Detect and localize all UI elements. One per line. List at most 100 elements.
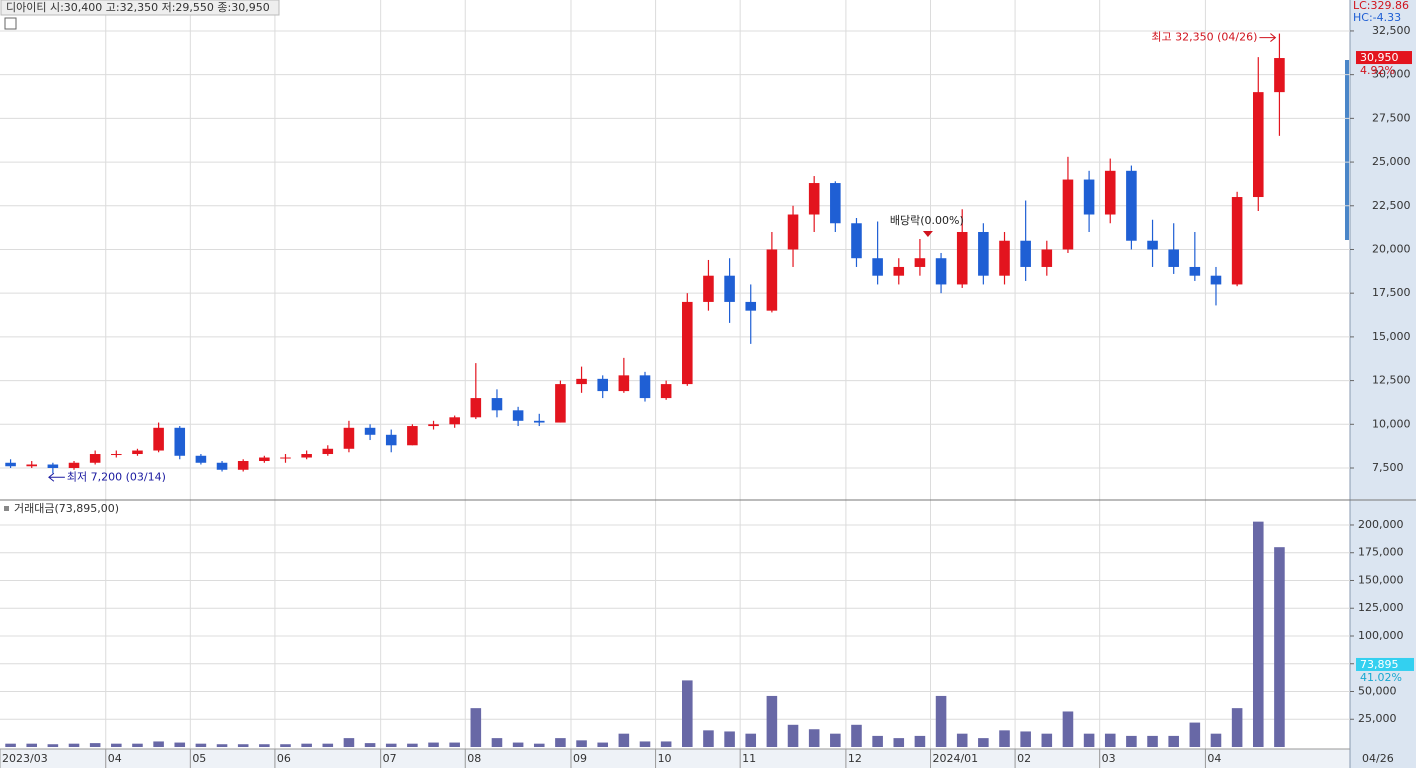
- volume-bar: [343, 738, 355, 747]
- volume-bar: [724, 731, 735, 747]
- volume-bar: [5, 743, 16, 747]
- volume-bar: [1062, 711, 1074, 747]
- annotation: 최저 7,200 (03/14): [67, 470, 166, 483]
- y-tick-label: 125,000: [1358, 601, 1404, 614]
- y-tick-label: 27,500: [1372, 111, 1411, 124]
- volume-bar: [914, 735, 926, 747]
- volume-bar: [533, 743, 545, 747]
- y-tick-label: 17,500: [1372, 286, 1411, 299]
- volume-bar: [851, 724, 862, 747]
- annotation-arrow: [1259, 33, 1277, 42]
- volume-bar: [89, 743, 101, 747]
- scroll-indicator: [1345, 60, 1349, 240]
- volume-bar: [470, 708, 482, 747]
- candle-body: [385, 434, 397, 446]
- x-tick-label: 04: [1207, 752, 1221, 765]
- last-price-change: 4.92%: [1360, 64, 1395, 77]
- y-tick-label: 25,000: [1372, 155, 1411, 168]
- y-tick-label: 22,500: [1372, 199, 1411, 212]
- x-tick-label: 12: [848, 752, 862, 765]
- x-axis-background: [0, 749, 1350, 768]
- volume-bar: [428, 742, 439, 747]
- candle-body: [935, 258, 947, 285]
- x-tick-label: 06: [277, 752, 291, 765]
- last-volume-label: 73,895: [1360, 658, 1399, 671]
- candle-body: [47, 464, 59, 469]
- candle-body: [618, 375, 630, 392]
- volume-bar: [597, 742, 608, 747]
- candle-body: [1020, 240, 1031, 267]
- last-volume-box: [1356, 657, 1414, 671]
- candle-body: [1104, 170, 1116, 215]
- x-tick-label: 05: [192, 752, 206, 765]
- candle-body: [724, 275, 735, 302]
- x-tick-label: 2024/01: [932, 752, 978, 765]
- volume-bar: [1041, 733, 1053, 747]
- volume-bar: [1168, 735, 1179, 747]
- volume-bar: [280, 744, 291, 747]
- candle-body: [1083, 179, 1095, 215]
- volume-bar: [449, 742, 460, 747]
- candle-body: [576, 378, 587, 385]
- volume-bar: [787, 724, 799, 747]
- last-volume-change: 41.02%: [1360, 671, 1402, 684]
- candle-body: [89, 454, 101, 463]
- candle-body: [1147, 240, 1158, 250]
- last-price-box: [1356, 51, 1412, 65]
- y-tick-label: 32,500: [1372, 24, 1411, 37]
- candle-body: [1252, 92, 1264, 198]
- candle-body: [364, 427, 376, 435]
- y-tick-label: 50,000: [1358, 684, 1397, 697]
- last-date: 04/26: [1362, 752, 1394, 765]
- candle-body: [597, 378, 608, 392]
- candle-body: [491, 398, 503, 411]
- volume-bar: [808, 729, 820, 747]
- candle-body: [470, 398, 482, 418]
- volume-bar: [639, 741, 651, 747]
- candle-body: [1062, 179, 1074, 250]
- volume-bar: [1126, 735, 1137, 747]
- grid: [0, 0, 1350, 749]
- volume-icon: [4, 506, 9, 511]
- candle-body: [893, 266, 905, 276]
- x-tick-label: 02: [1017, 752, 1031, 765]
- volume-bar: [512, 742, 524, 747]
- candle-body: [978, 231, 989, 276]
- candle-body: [914, 258, 926, 267]
- table-icon[interactable]: [4, 17, 17, 30]
- candle-body: [449, 417, 460, 425]
- volume-bar: [682, 680, 693, 747]
- x-tick-label: 03: [1102, 752, 1116, 765]
- candle-body: [787, 214, 799, 250]
- volume-bar: [1020, 731, 1031, 747]
- volume-bar: [26, 743, 38, 747]
- candle-body: [132, 450, 143, 455]
- candle-body: [830, 183, 841, 224]
- volume-bar: [872, 735, 883, 747]
- volume-bar: [491, 738, 503, 747]
- candle-body: [956, 231, 968, 285]
- volume-bar: [153, 741, 164, 747]
- candle-body: [174, 427, 186, 456]
- candle-body: [68, 462, 80, 469]
- candle-body: [703, 275, 714, 302]
- y-tick-label: 7,500: [1372, 461, 1404, 474]
- volume-title: 거래대금(73,895,00): [14, 502, 119, 515]
- y-tick-label: 175,000: [1358, 546, 1404, 559]
- volume-bar: [1274, 547, 1285, 747]
- y-tick-label: 20,000: [1372, 242, 1411, 255]
- volume-bar: [364, 743, 376, 747]
- candle-body: [808, 183, 820, 215]
- volume-bar: [576, 740, 587, 747]
- volume-bar: [47, 744, 59, 747]
- candle-body: [1189, 266, 1201, 276]
- volume-bar: [322, 743, 334, 747]
- volume-bar: [68, 743, 80, 747]
- y-tick-label: 200,000: [1358, 518, 1404, 531]
- candle-body: [999, 240, 1010, 276]
- chart-title: 디아이티 시:30,400 고:32,350 저:29,550 종:30,950: [6, 1, 270, 14]
- annotation: 최고 32,350 (04/26): [1151, 31, 1257, 44]
- volume-bar: [703, 730, 714, 747]
- candle-body: [766, 249, 778, 311]
